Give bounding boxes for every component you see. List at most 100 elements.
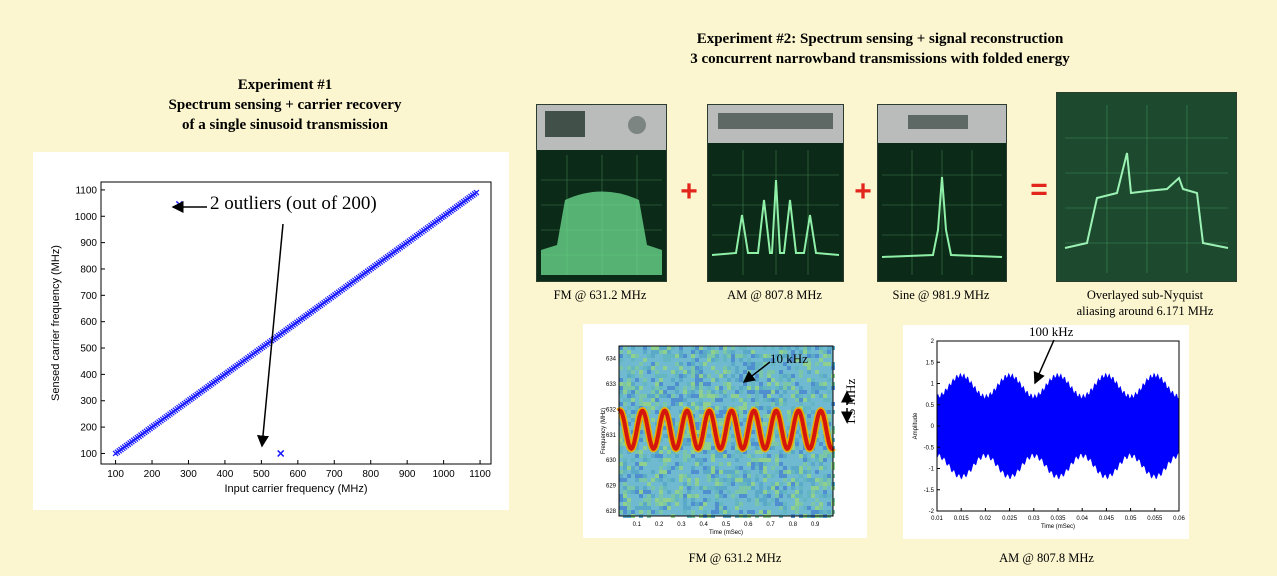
noise-cell <box>795 482 799 486</box>
noise-cell <box>707 394 711 398</box>
noise-cell <box>747 394 751 398</box>
noise-cell <box>695 458 699 462</box>
noise-cell <box>643 378 647 382</box>
noise-cell <box>691 394 695 398</box>
noise-cell <box>715 386 719 390</box>
noise-cell <box>631 466 635 470</box>
fm-photo-caption: FM @ 631.2 MHz <box>553 288 647 302</box>
noise-cell <box>811 510 815 514</box>
noise-cell <box>827 454 831 458</box>
noise-cell <box>711 350 715 354</box>
noise-cell <box>735 478 739 482</box>
noise-cell <box>771 390 775 394</box>
x-tick-label: 0.06 <box>1173 516 1185 522</box>
noise-cell <box>711 446 715 450</box>
noise-cell <box>743 486 747 490</box>
noise-cell <box>783 454 787 458</box>
noise-cell <box>687 382 691 386</box>
x-tick-label: 0.05 <box>1125 516 1137 522</box>
y-tick-label: 628 <box>606 509 617 515</box>
noise-cell <box>735 410 739 414</box>
noise-cell <box>719 346 723 350</box>
y-tick-label: 900 <box>80 238 97 249</box>
noise-cell <box>819 458 823 462</box>
noise-cell <box>627 502 631 506</box>
noise-cell <box>631 366 635 370</box>
noise-cell <box>655 382 659 386</box>
noise-cell <box>639 506 643 510</box>
noise-cell <box>627 386 631 390</box>
noise-cell <box>799 386 803 390</box>
noise-cell <box>687 454 691 458</box>
exp2-title-line1: Experiment #2: Spectrum sensing + signal… <box>696 31 1064 47</box>
noise-cell <box>783 478 787 482</box>
noise-cell <box>715 502 719 506</box>
noise-cell <box>751 486 755 490</box>
noise-cell <box>803 362 807 366</box>
noise-cell <box>799 390 803 394</box>
noise-cell <box>787 386 791 390</box>
noise-cell <box>679 378 683 382</box>
noise-cell <box>775 490 779 494</box>
noise-cell <box>675 498 679 502</box>
noise-cell <box>767 502 771 506</box>
noise-cell <box>675 374 679 378</box>
noise-cell <box>699 382 703 386</box>
noise-cell <box>647 490 651 494</box>
noise-cell <box>803 458 807 462</box>
noise-cell <box>675 430 679 434</box>
noise-cell <box>767 410 771 414</box>
noise-cell <box>691 470 695 474</box>
noise-cell <box>775 502 779 506</box>
noise-cell <box>695 386 699 390</box>
noise-cell <box>651 470 655 474</box>
noise-cell <box>639 370 643 374</box>
noise-cell <box>739 454 743 458</box>
noise-cell <box>827 482 831 486</box>
noise-cell <box>767 394 771 398</box>
noise-cell <box>643 490 647 494</box>
noise-cell <box>807 414 811 418</box>
noise-cell <box>683 438 687 442</box>
noise-cell <box>671 394 675 398</box>
noise-cell <box>819 502 823 506</box>
noise-cell <box>791 358 795 362</box>
noise-cell <box>683 498 687 502</box>
noise-cell <box>799 470 803 474</box>
noise-cell <box>727 406 731 410</box>
noise-cell <box>651 510 655 514</box>
noise-cell <box>823 446 827 450</box>
noise-cell <box>775 430 779 434</box>
noise-cell <box>787 470 791 474</box>
noise-cell <box>659 386 663 390</box>
noise-cell <box>791 506 795 510</box>
noise-cell <box>679 394 683 398</box>
noise-cell <box>799 502 803 506</box>
noise-cell <box>767 398 771 402</box>
noise-cell <box>707 350 711 354</box>
noise-cell <box>699 410 703 414</box>
noise-cell <box>731 354 735 358</box>
noise-cell <box>827 354 831 358</box>
noise-cell <box>739 502 743 506</box>
noise-cell <box>631 402 635 406</box>
noise-cell <box>763 414 767 418</box>
noise-cell <box>683 434 687 438</box>
noise-cell <box>699 366 703 370</box>
noise-cell <box>731 358 735 362</box>
noise-cell <box>767 458 771 462</box>
noise-cell <box>755 474 759 478</box>
noise-cell <box>775 494 779 498</box>
noise-cell <box>667 490 671 494</box>
noise-cell <box>695 378 699 382</box>
noise-cell <box>623 506 627 510</box>
noise-cell <box>807 378 811 382</box>
noise-cell <box>711 366 715 370</box>
noise-cell <box>711 394 715 398</box>
noise-cell <box>735 354 739 358</box>
noise-cell <box>727 482 731 486</box>
noise-cell <box>679 374 683 378</box>
x-tick-label: 600 <box>289 469 306 480</box>
noise-cell <box>707 466 711 470</box>
noise-cell <box>711 354 715 358</box>
